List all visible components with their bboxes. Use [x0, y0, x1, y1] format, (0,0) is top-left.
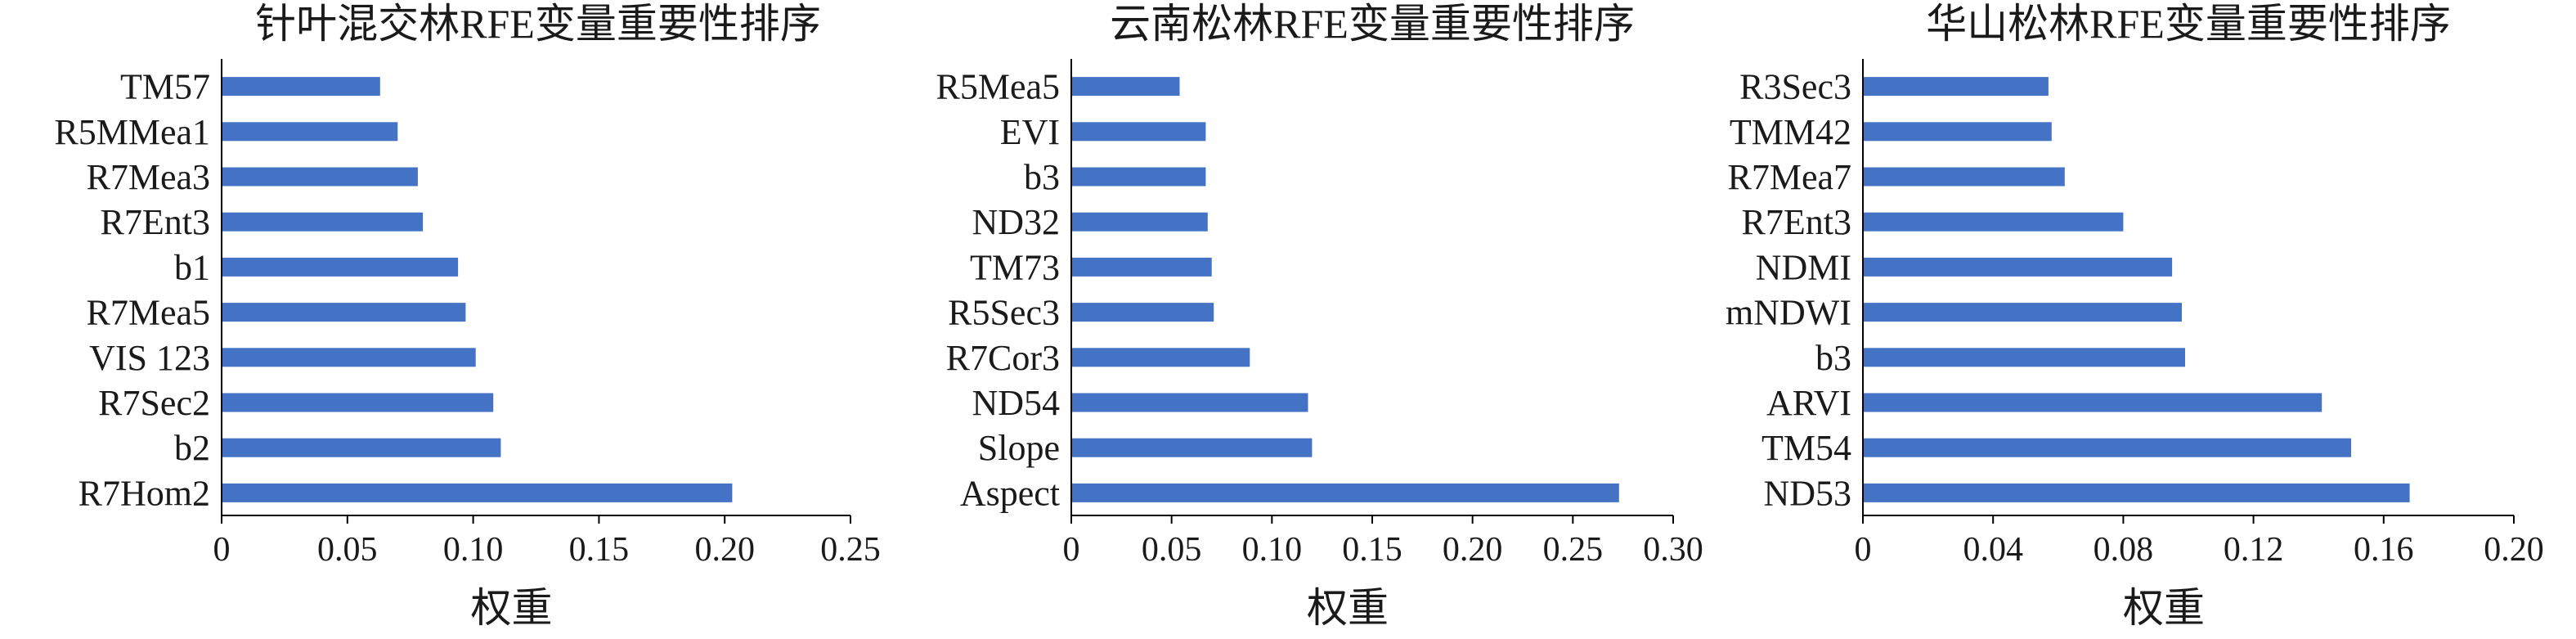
bar: [1071, 393, 1308, 412]
chart-title: 华山松林RFE变量重要性排序: [1926, 1, 2451, 47]
bar: [222, 167, 418, 187]
category-label: NDMI: [1756, 247, 1851, 287]
chart-panel-conifer-mixed: 针叶混交林RFE变量重要性排序 权重 TM57 R5MMea1 R7Mea3 R7En…: [54, 1, 880, 631]
x-tick-label: 0.16: [2354, 531, 2414, 569]
category-label: b3: [1815, 338, 1851, 378]
category-label: ND54: [972, 383, 1060, 423]
bar: [222, 122, 398, 142]
chart-panel-yunnan-pine: 云南松林RFE变量重要性排序 权重 R5Mea5 EVI b3 ND32 TM73 R5S…: [936, 1, 1703, 631]
bar: [222, 77, 380, 97]
bar: [1863, 77, 2049, 97]
bar: [1863, 257, 2173, 277]
category-label: Aspect: [960, 473, 1060, 513]
x-tick-label: 0.04: [1963, 531, 2023, 569]
category-label: R7Mea3: [86, 157, 210, 197]
bar: [1071, 348, 1250, 367]
x-tick-label: 0: [1855, 531, 1872, 569]
bar: [1863, 212, 2124, 232]
chart-panel-huashan-pine: 华山松林RFE变量重要性排序 权重 R3Sec3 TMM42 R7Mea7 R7Ent…: [1726, 1, 2544, 631]
chart-title: 云南松林RFE变量重要性排序: [1110, 1, 1635, 47]
category-label: ND53: [1763, 473, 1851, 513]
bar: [1071, 483, 1619, 502]
bar: [1071, 438, 1313, 457]
bar: [222, 212, 424, 232]
category-label: b3: [1024, 157, 1060, 197]
x-tick-label: 0: [1063, 531, 1080, 569]
x-tick-label: 0.25: [820, 531, 881, 569]
bar: [1863, 438, 2351, 457]
category-label: EVI: [1000, 112, 1060, 152]
category-label: R7Cor3: [946, 338, 1060, 378]
category-label: VIS 123: [89, 338, 210, 378]
x-tick-label: 0.15: [569, 531, 630, 569]
x-tick-label: 0: [213, 531, 231, 569]
category-label: R5Sec3: [948, 293, 1060, 333]
bar: [222, 303, 466, 322]
bar: [1071, 122, 1206, 142]
x-tick-label: 0.08: [2094, 531, 2154, 569]
bar: [1863, 167, 2065, 187]
x-tick-label: 0.05: [1142, 531, 1202, 569]
x-axis-label: 权重: [2123, 585, 2205, 631]
x-tick-label: 0.25: [1543, 531, 1604, 569]
category-label: TM54: [1761, 428, 1851, 468]
x-tick-label: 0.05: [317, 531, 378, 569]
bar: [222, 483, 733, 502]
category-label: R5Mea5: [936, 67, 1060, 107]
bar: [1071, 167, 1206, 187]
bar: [1071, 77, 1180, 97]
category-label: R7Hom2: [79, 473, 210, 513]
bar: [1863, 122, 2052, 142]
category-label: R7Mea7: [1727, 157, 1851, 197]
bar: [222, 348, 476, 367]
bar: [1071, 212, 1208, 232]
category-label: Slope: [978, 428, 1060, 468]
category-label: TM73: [970, 247, 1060, 287]
x-axis-label: 权重: [471, 585, 553, 631]
x-tick-label: 0.12: [2224, 531, 2284, 569]
bar: [1071, 257, 1212, 277]
category-label: R7Ent3: [1742, 202, 1851, 242]
x-tick-label: 0.20: [694, 531, 755, 569]
x-axis-label: 权重: [1307, 585, 1389, 631]
category-label: R7Sec2: [98, 383, 210, 423]
category-label: b1: [174, 247, 210, 287]
x-tick-label: 0.15: [1342, 531, 1402, 569]
category-label: TMM42: [1730, 112, 1851, 152]
x-tick-label: 0.20: [1443, 531, 1503, 569]
category-label: b2: [174, 428, 210, 468]
bar: [222, 438, 501, 457]
x-tick-label: 0.20: [2484, 531, 2544, 569]
x-tick-label: 0.10: [443, 531, 504, 569]
bar: [222, 257, 459, 277]
bar: [1071, 303, 1214, 322]
bar: [1863, 483, 2410, 502]
x-tick-label: 0.30: [1643, 531, 1703, 569]
bar: [1863, 393, 2322, 412]
bar: [1863, 303, 2182, 322]
category-label: mNDWI: [1726, 293, 1851, 333]
category-label: ARVI: [1766, 383, 1851, 423]
bar: [222, 393, 494, 412]
category-label: R3Sec3: [1739, 67, 1851, 107]
category-label: R7Mea5: [86, 293, 210, 333]
chart-title: 针叶混交林RFE变量重要性排序: [255, 1, 821, 47]
category-label: ND32: [972, 202, 1060, 242]
x-tick-label: 0.10: [1242, 531, 1303, 569]
category-label: R7Ent3: [101, 202, 210, 242]
category-label: TM57: [120, 67, 210, 107]
bar: [1863, 348, 2185, 367]
category-label: R5MMea1: [54, 112, 210, 152]
